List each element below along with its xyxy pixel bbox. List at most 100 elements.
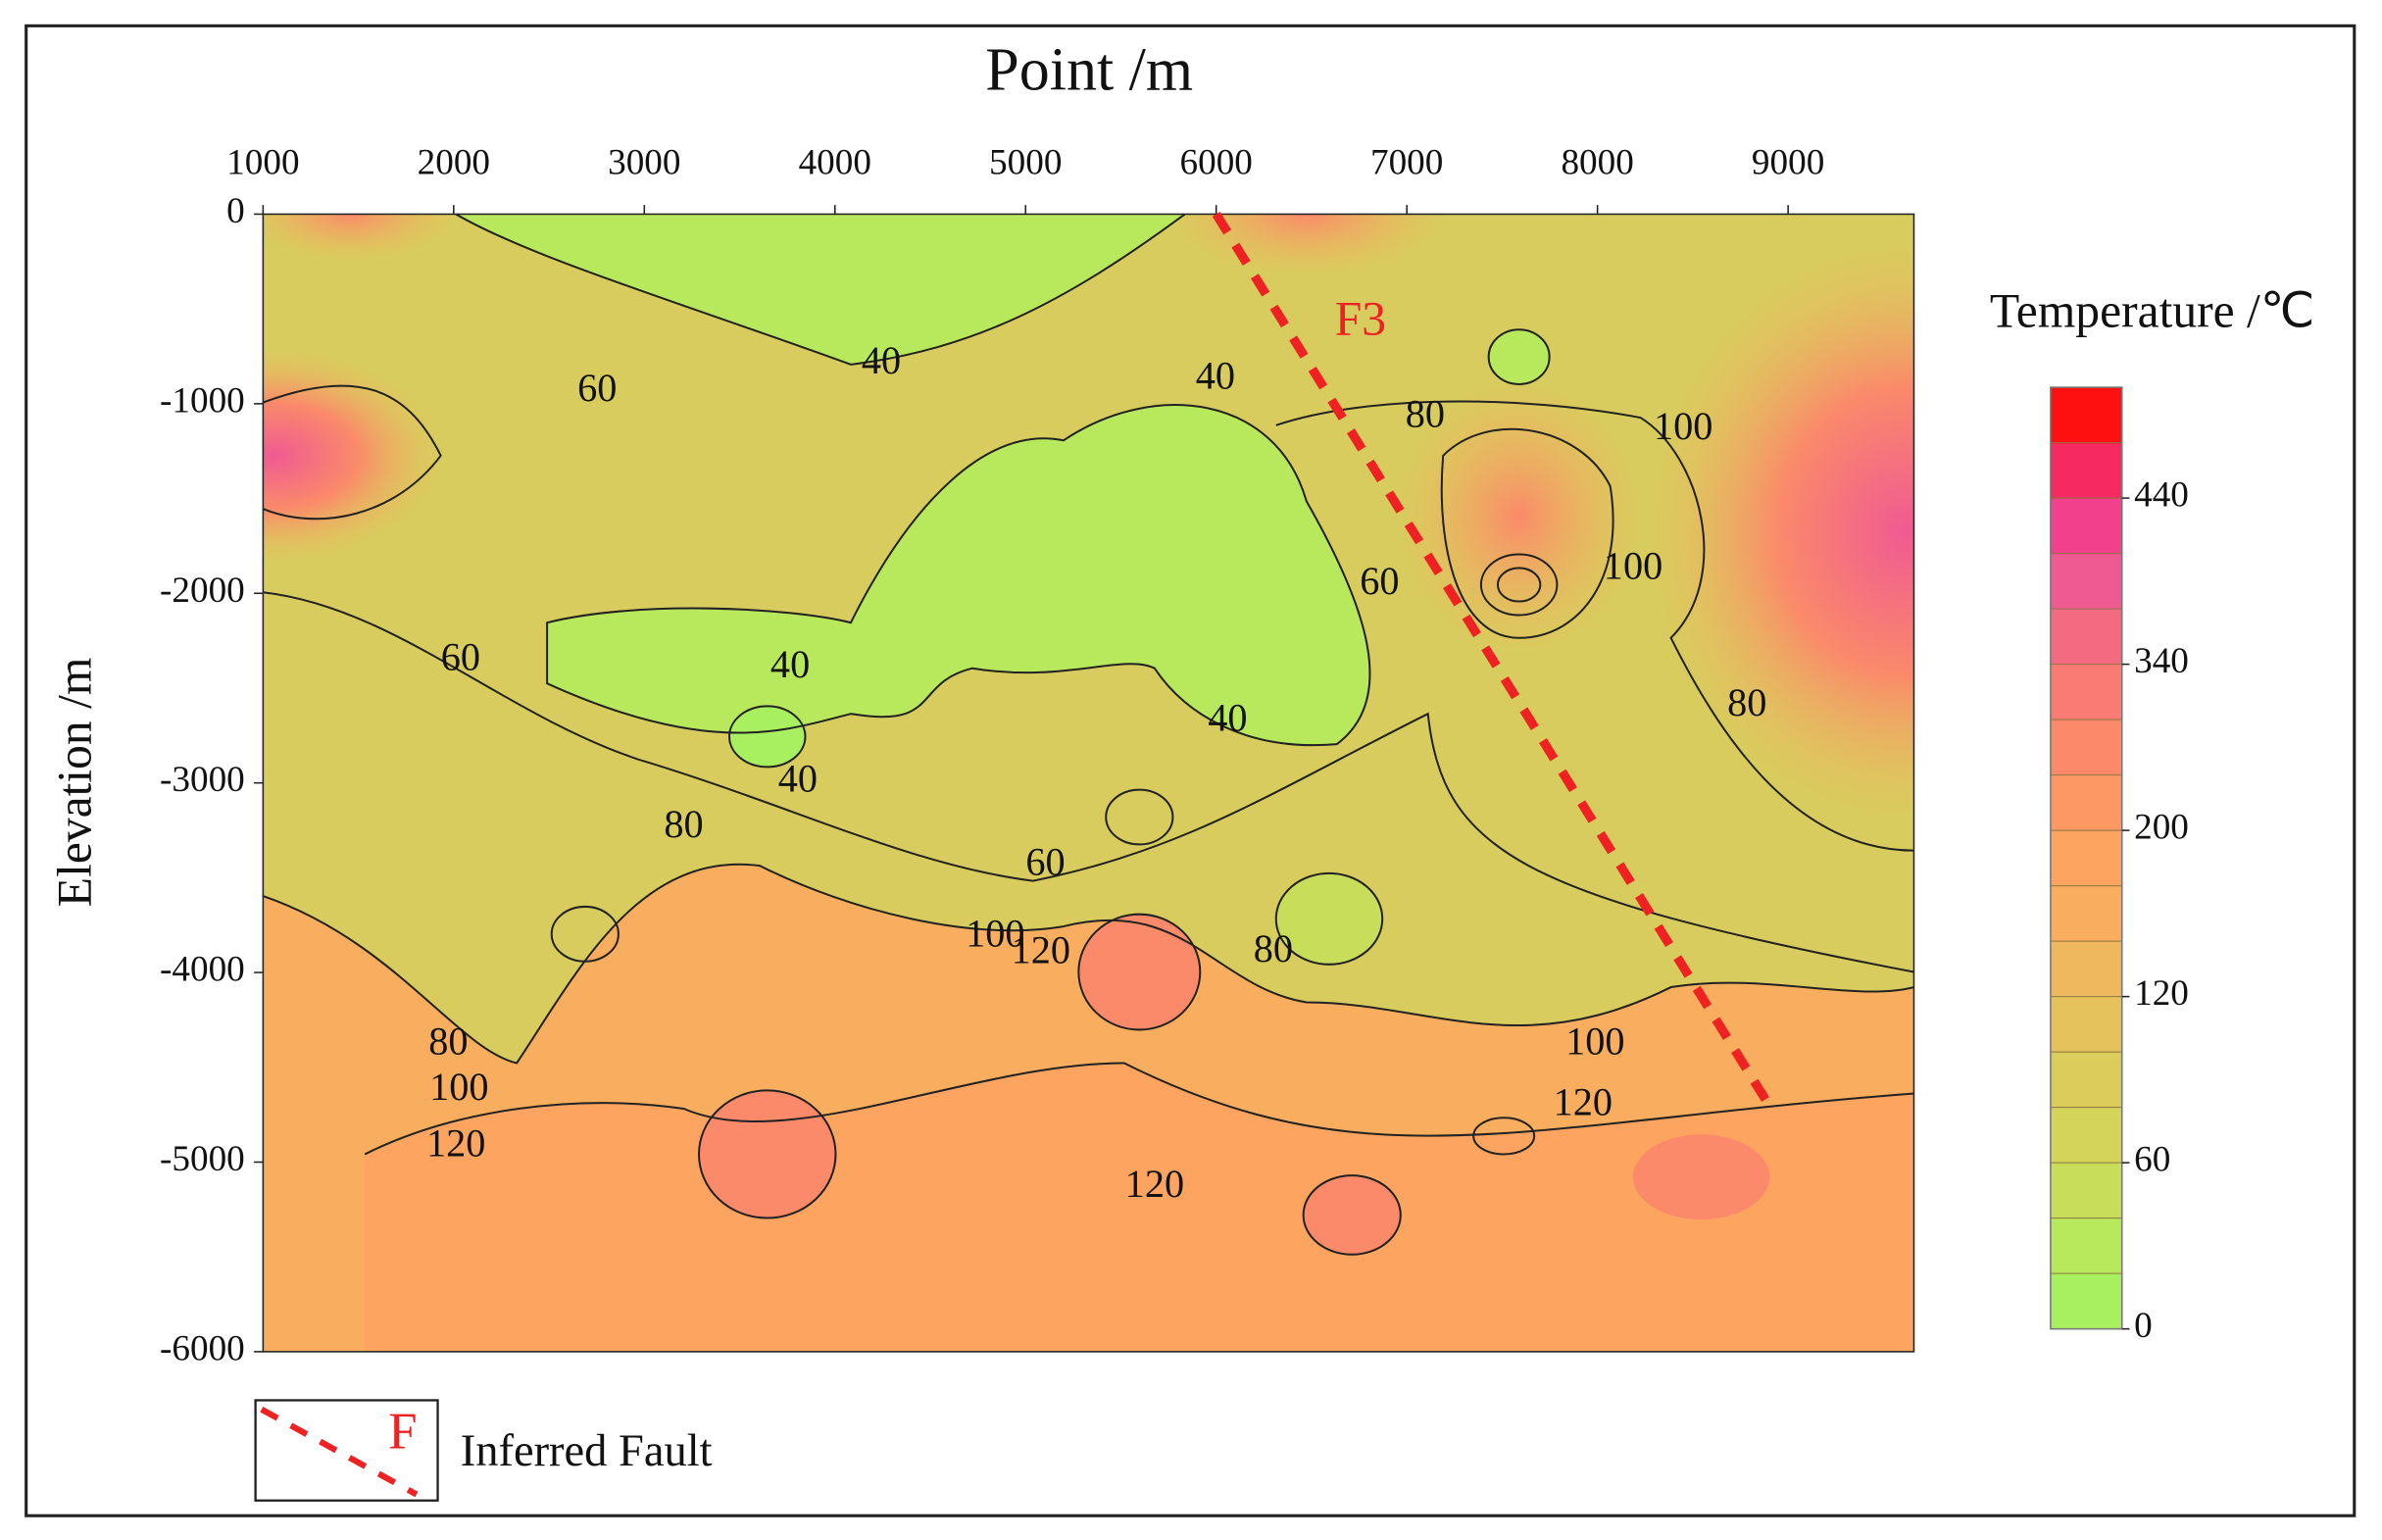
coldspot [1488, 329, 1550, 384]
contour-line [1274, 871, 1384, 966]
x-tick-label: 7000 [1370, 142, 1443, 182]
colorbar-band [2050, 996, 2122, 1053]
colorbar-band [2050, 720, 2122, 776]
coldspot [729, 706, 806, 768]
contour-line [1496, 567, 1542, 603]
legend-box [254, 1399, 439, 1502]
contour-label: 40 [862, 338, 901, 382]
legend-symbol-label: F [388, 1404, 417, 1461]
contour-line [263, 384, 442, 521]
legend-label: Inferred Fault [461, 1426, 713, 1476]
contour-label: 120 [1012, 927, 1070, 971]
contour-line [546, 404, 1371, 747]
contour-line [1275, 400, 1914, 852]
contour-line [1472, 1117, 1536, 1156]
colorbar-band [2050, 442, 2122, 499]
colorbar-band [2050, 1217, 2122, 1274]
hotspot [1078, 914, 1201, 1030]
colorbar-band [2050, 1273, 2122, 1330]
y-tick-label: -1000 [160, 380, 245, 421]
x-tick-label: 4000 [799, 142, 871, 182]
colorbar-tick-label: 200 [2134, 808, 2189, 848]
y-tick-label: 0 [226, 191, 245, 231]
colorbar-band [2050, 498, 2122, 555]
field [263, 214, 1914, 1352]
contour-line [1105, 788, 1174, 846]
frame [25, 24, 2357, 1517]
contour-label: 100 [1654, 404, 1712, 448]
contour-line [364, 1062, 1914, 1156]
contour-line [455, 214, 1186, 366]
hotspot [1632, 1134, 1770, 1220]
contour-label: 40 [778, 756, 818, 800]
x-axis-title: Point /m [985, 37, 1193, 104]
colorbar-band [2050, 609, 2122, 666]
x-tick-label: 8000 [1561, 142, 1633, 182]
colorbar-band [2050, 885, 2122, 942]
hotspot [1169, 214, 1444, 275]
hotspot [263, 349, 441, 563]
contour-label: 120 [426, 1120, 485, 1165]
colorbar-tick-label: 60 [2134, 1140, 2170, 1180]
colorbar-title: Temperature /℃ [1990, 284, 2315, 338]
contour-label: 120 [1554, 1079, 1613, 1123]
hotspot [699, 1090, 836, 1218]
legend-symbol [260, 1407, 419, 1498]
contour-line [728, 705, 807, 769]
contour-line [1302, 1174, 1402, 1256]
contour-line [1479, 553, 1559, 617]
contour-label: 60 [1360, 559, 1399, 603]
contour-label: 60 [1025, 839, 1065, 883]
contour-line [550, 905, 620, 963]
colorbar-tick-label: 440 [2134, 475, 2189, 516]
contour-line [1077, 913, 1202, 1031]
x-tick-label: 3000 [608, 142, 680, 182]
contour-label: 80 [428, 1018, 468, 1063]
y-tick-label: -3000 [160, 760, 245, 800]
colorbar-band [2050, 1163, 2122, 1219]
y-axis-title: Elevation /m [47, 658, 101, 908]
colorbar-tick-label: 0 [2134, 1306, 2153, 1346]
y-tick-label: -2000 [160, 571, 245, 611]
colorbar-border [2050, 386, 2123, 1330]
hotspot [1397, 379, 1641, 654]
y-tick-label: -5000 [160, 1139, 245, 1179]
hotspot [1648, 242, 1914, 820]
fault-line [1212, 212, 1773, 1108]
colorbar-band [2050, 774, 2122, 831]
contour-label: 60 [577, 366, 617, 410]
contour-lines [263, 214, 1914, 1256]
contour-line [263, 863, 1914, 1065]
contour-line [1440, 427, 1614, 639]
contour-label: 80 [1406, 391, 1445, 435]
colorbar-tick-label: 120 [2134, 973, 2189, 1014]
contour-label: 40 [1208, 695, 1247, 739]
colorbar-tick-label: 340 [2134, 641, 2189, 681]
contour-label: 100 [1565, 1018, 1624, 1063]
hotspot [263, 214, 457, 260]
contour-line [1487, 328, 1551, 385]
field-region [456, 214, 1185, 365]
contour-label: 40 [1196, 354, 1235, 398]
x-tick-label: 6000 [1180, 142, 1253, 182]
y-tick-label: -6000 [160, 1328, 245, 1368]
contour-line [263, 591, 1914, 973]
contour-label: 40 [770, 642, 810, 686]
colorbar-band [2050, 830, 2122, 887]
colorbar-band [2050, 387, 2122, 444]
contour-label: 80 [1727, 680, 1766, 724]
coldspot [1275, 872, 1383, 965]
contour-label: 100 [1604, 543, 1662, 587]
colorbar-band [2050, 1052, 2122, 1109]
x-tick-label: 9000 [1752, 142, 1824, 182]
colorbar-band [2050, 553, 2122, 610]
fault-label: F3 [1335, 291, 1386, 345]
contour-label: 80 [664, 802, 703, 846]
field-region [547, 405, 1370, 746]
contour-label: 100 [429, 1065, 488, 1109]
colorbar-band [2050, 1107, 2122, 1164]
x-tick-label: 5000 [989, 142, 1062, 182]
contour-label: 100 [966, 911, 1024, 955]
y-tick-label: -4000 [160, 950, 245, 990]
